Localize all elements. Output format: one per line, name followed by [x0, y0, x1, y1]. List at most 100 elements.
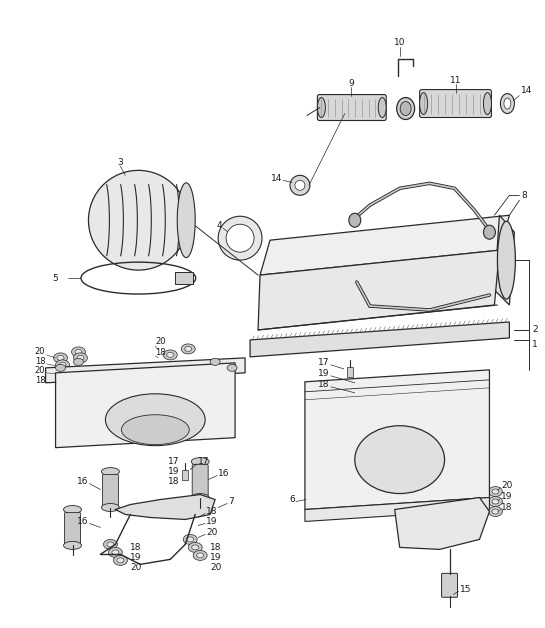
Ellipse shape — [317, 97, 325, 117]
Text: 15: 15 — [459, 585, 471, 594]
Text: 19: 19 — [206, 517, 217, 526]
Ellipse shape — [355, 392, 369, 403]
Polygon shape — [494, 215, 514, 305]
Ellipse shape — [181, 344, 195, 354]
Ellipse shape — [349, 214, 361, 227]
Text: 17: 17 — [168, 457, 180, 466]
Text: 18: 18 — [206, 507, 217, 516]
Ellipse shape — [191, 494, 209, 502]
Ellipse shape — [53, 353, 68, 363]
Ellipse shape — [56, 360, 70, 370]
Ellipse shape — [210, 359, 220, 365]
Text: 20: 20 — [206, 528, 217, 537]
Ellipse shape — [488, 497, 502, 507]
FancyBboxPatch shape — [182, 470, 188, 480]
Ellipse shape — [101, 468, 119, 475]
Ellipse shape — [492, 489, 499, 494]
Polygon shape — [395, 497, 489, 550]
Ellipse shape — [498, 221, 516, 299]
Ellipse shape — [400, 102, 411, 116]
Polygon shape — [260, 215, 510, 275]
Text: 18: 18 — [318, 381, 330, 389]
Ellipse shape — [164, 350, 177, 360]
Text: 20: 20 — [130, 563, 142, 572]
Ellipse shape — [355, 426, 445, 494]
Ellipse shape — [378, 97, 386, 117]
Text: 14: 14 — [522, 86, 533, 95]
Ellipse shape — [358, 395, 365, 400]
Ellipse shape — [64, 506, 82, 514]
Ellipse shape — [183, 534, 197, 544]
Ellipse shape — [64, 541, 82, 550]
Ellipse shape — [483, 225, 495, 239]
Ellipse shape — [492, 499, 499, 504]
Text: 6: 6 — [289, 495, 295, 504]
Polygon shape — [305, 497, 489, 521]
Ellipse shape — [488, 507, 502, 516]
Ellipse shape — [492, 509, 499, 514]
Text: 18: 18 — [35, 357, 45, 366]
Text: 5: 5 — [52, 274, 58, 283]
FancyBboxPatch shape — [175, 272, 193, 284]
Text: 19: 19 — [501, 492, 513, 501]
Text: 18: 18 — [130, 543, 142, 552]
Text: 16: 16 — [218, 469, 229, 478]
Polygon shape — [46, 358, 245, 383]
FancyBboxPatch shape — [347, 367, 353, 377]
Text: 18: 18 — [501, 503, 513, 512]
Ellipse shape — [88, 170, 188, 270]
Ellipse shape — [188, 543, 202, 553]
Ellipse shape — [187, 537, 193, 542]
Ellipse shape — [75, 349, 82, 354]
Ellipse shape — [113, 555, 128, 565]
Text: 9: 9 — [348, 79, 354, 88]
Ellipse shape — [191, 458, 209, 465]
Polygon shape — [258, 250, 499, 330]
Text: 18: 18 — [155, 349, 166, 357]
Text: 20: 20 — [35, 366, 45, 376]
Ellipse shape — [227, 364, 237, 371]
Ellipse shape — [197, 553, 204, 558]
Circle shape — [226, 224, 254, 252]
FancyBboxPatch shape — [64, 512, 81, 546]
Ellipse shape — [122, 414, 189, 445]
Ellipse shape — [420, 92, 428, 114]
Ellipse shape — [105, 394, 205, 446]
Text: 16: 16 — [77, 517, 88, 526]
Circle shape — [290, 175, 310, 195]
Ellipse shape — [71, 347, 86, 357]
Text: 1: 1 — [532, 340, 538, 349]
Text: 20: 20 — [155, 337, 166, 347]
Ellipse shape — [101, 504, 119, 511]
Ellipse shape — [177, 183, 195, 257]
FancyBboxPatch shape — [441, 573, 457, 597]
Text: 8: 8 — [522, 191, 527, 200]
Ellipse shape — [59, 362, 66, 367]
Ellipse shape — [355, 383, 369, 392]
Ellipse shape — [193, 550, 207, 560]
Text: 20: 20 — [210, 563, 221, 572]
FancyBboxPatch shape — [317, 95, 386, 121]
Ellipse shape — [108, 548, 123, 558]
Text: 20: 20 — [35, 347, 45, 357]
Ellipse shape — [107, 542, 114, 547]
Text: 16: 16 — [77, 477, 88, 486]
Ellipse shape — [74, 353, 88, 363]
FancyBboxPatch shape — [192, 465, 208, 499]
Text: 4: 4 — [216, 220, 222, 230]
Ellipse shape — [358, 386, 365, 391]
Text: 7: 7 — [228, 497, 234, 506]
Ellipse shape — [74, 359, 83, 365]
Text: 19: 19 — [168, 467, 180, 476]
Ellipse shape — [192, 545, 199, 550]
Text: 19: 19 — [210, 553, 222, 562]
FancyBboxPatch shape — [420, 90, 492, 117]
Text: 18: 18 — [168, 477, 180, 486]
Text: 17: 17 — [198, 457, 210, 466]
Ellipse shape — [397, 97, 415, 119]
Polygon shape — [56, 363, 235, 448]
Text: 19: 19 — [130, 553, 142, 562]
Ellipse shape — [104, 539, 117, 550]
Text: 17: 17 — [318, 359, 330, 367]
Ellipse shape — [483, 92, 492, 114]
